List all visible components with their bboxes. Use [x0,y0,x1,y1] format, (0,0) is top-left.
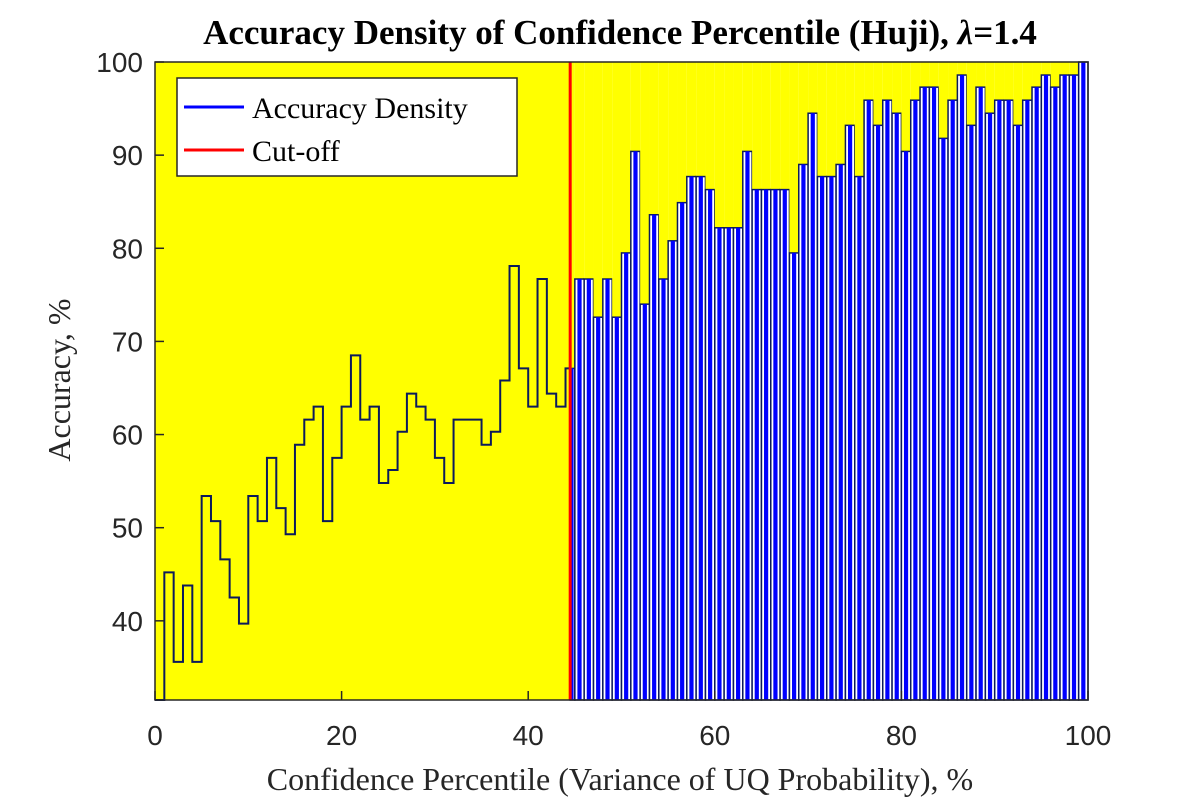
legend: Accuracy Density Cut-off [176,77,518,177]
bar-gap-fill [761,62,771,190]
bar-gap-fill [677,62,687,203]
bar-gap-fill [966,62,977,126]
accuracy-density-outline [155,264,572,701]
bar-gap-fill [910,62,921,101]
y-tick-label: 40 [112,606,143,637]
y-tick-label: 50 [112,513,143,544]
bar-gap-fill [1013,62,1023,126]
bar-gap-fill [845,62,855,126]
bar-gap-fill [929,62,939,88]
bar-gap-fill [686,62,697,177]
y-axis: 40 50 60 70 80 90 100 [96,47,164,637]
bar-gap-fill [948,62,958,101]
bar-gap-fill [1060,62,1070,76]
bar-gap-fill [1004,62,1014,101]
bar-gap-fill [882,62,893,101]
bar-gap-fill [630,62,641,152]
bar-gap-fill [649,62,659,215]
bar-gap-fill [612,62,622,318]
legend-label-cutoff: Cut-off [252,135,340,168]
bar-gap-fill [901,62,911,152]
bar-gap-fill [826,62,837,177]
bar-gap-fill [752,62,762,190]
x-tick-label: 100 [1065,720,1112,751]
bar-gap-fill [1022,62,1033,101]
bar-gap-fill [714,62,725,228]
bar-gap-fill [1032,62,1042,88]
bar-gap-fill [593,62,603,318]
bar-gap-fill [798,62,809,165]
bar-gap-fill [1069,62,1079,76]
x-tick-label: 40 [513,720,544,751]
legend-label-accuracy-density: Accuracy Density [252,92,468,125]
chart-title: Accuracy Density of Confidence Percentil… [203,13,1037,52]
bar-gap-fill [873,62,883,126]
x-tick-label: 20 [326,720,357,751]
bar-gap-fill [854,62,865,177]
bar-gap-fill [705,62,715,190]
bar-gap-fill [808,62,818,114]
y-tick-label: 70 [112,326,143,357]
bar-gap-fill [938,62,949,139]
bar-gap-fill [696,62,706,177]
bar-gap-fill [920,62,930,88]
bar-gap-fill [658,62,669,280]
bar-gap-fill [742,62,753,152]
bar-gap-fill [621,62,631,253]
bar-gap-fill [724,62,734,228]
bar-gap-fill [570,62,575,369]
x-tick-label: 60 [699,720,730,751]
bar-gap-fill [985,62,995,114]
bar-gap-fill [1041,62,1051,76]
bar-gap-fill [640,62,650,305]
bar-gap-fill [817,62,827,177]
x-tick-label: 0 [147,720,163,751]
y-tick-label: 80 [112,233,143,264]
y-tick-label: 60 [112,420,143,451]
bar-gap-fill [574,62,585,280]
y-tick-label: 100 [96,47,143,78]
y-tick-label: 90 [112,140,143,171]
x-axis: 0 20 40 60 80 100 [147,691,1111,751]
bar-gap-fill [892,62,902,114]
bar-gap-fill [733,62,743,228]
bar-gap-fill [994,62,1005,101]
x-axis-label: Confidence Percentile (Variance of UQ Pr… [267,761,973,797]
bar-gap-fill [602,62,613,280]
bar-gap-fill [957,62,967,76]
y-axis-label: Accuracy, % [41,298,77,461]
bar-gap-fill [836,62,846,165]
legend-box [176,77,518,177]
bar-gap-fill [1050,62,1061,88]
bar-gap-fill [668,62,678,241]
plot-frame [154,61,1089,701]
bar-gap-fill [864,62,874,101]
bar-gap-fill [780,62,790,190]
x-tick-label: 80 [886,720,917,751]
accuracy-density-bars [569,61,1089,701]
bar-gap-fill [584,62,594,280]
bar-gap-fill [976,62,986,88]
bar-gap-fill [789,62,799,253]
bar-gap-fill [770,62,781,190]
